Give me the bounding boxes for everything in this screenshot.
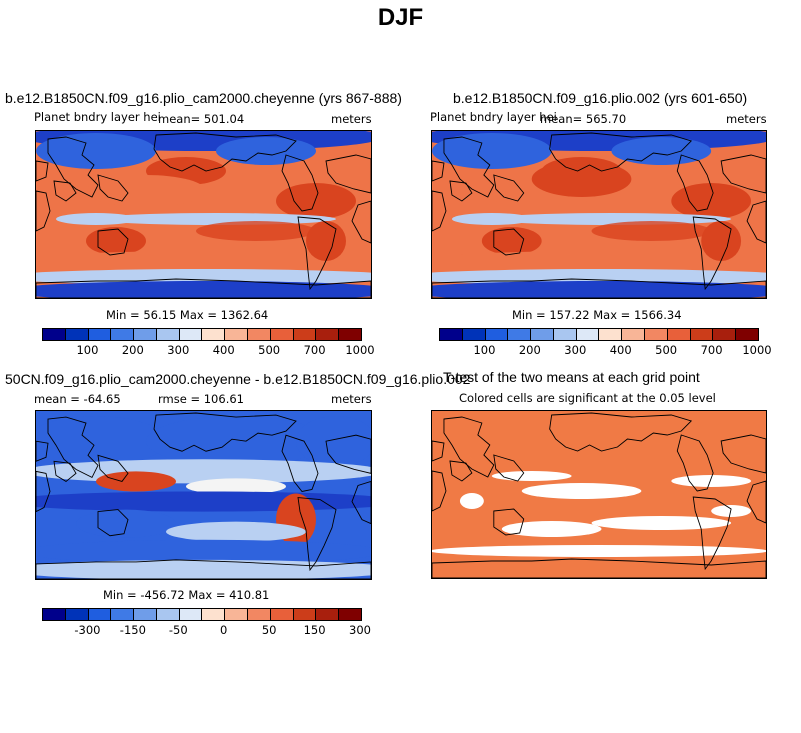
colorbar-swatch bbox=[156, 609, 180, 620]
colorbar-swatch bbox=[293, 609, 317, 620]
panel-2-units-label: meters bbox=[726, 112, 767, 126]
colorbar-swatch bbox=[43, 329, 66, 340]
colorbar-tick-label: 700 bbox=[303, 343, 326, 357]
colorbar-swatch bbox=[43, 609, 66, 620]
panel-1-title: b.e12.B1850CN.f09_g16.plio_cam2000.cheye… bbox=[5, 90, 402, 106]
colorbar-swatch bbox=[65, 609, 89, 620]
panel-2-minmax: Min = 157.22 Max = 1566.34 bbox=[512, 308, 682, 322]
colorbar-swatch bbox=[88, 609, 112, 620]
colorbar-tick-label: 700 bbox=[700, 343, 723, 357]
colorbar-swatch bbox=[202, 609, 226, 620]
panel-2-mean-label: mean= 565.70 bbox=[540, 112, 627, 126]
colorbar-swatch bbox=[248, 329, 271, 340]
colorbar-swatch bbox=[622, 329, 646, 340]
colorbar-tick-label: 50 bbox=[261, 623, 277, 637]
colorbar-tick-label: 0 bbox=[220, 623, 228, 637]
colorbar-swatch bbox=[667, 329, 691, 340]
colorbar-swatch bbox=[462, 329, 486, 340]
colorbar-tick-label: 200 bbox=[518, 343, 541, 357]
panel-3-mean-label: mean = -64.65 bbox=[34, 392, 121, 406]
panel-1-mean-label: mean= 501.04 bbox=[158, 112, 245, 126]
colorbar-swatch bbox=[599, 329, 623, 340]
colorbar-tick-label: 1000 bbox=[742, 343, 772, 357]
colorbar-swatch bbox=[270, 329, 294, 340]
colorbar-swatch bbox=[690, 329, 714, 340]
panel-1-units-label: meters bbox=[331, 112, 372, 126]
colorbar-swatch bbox=[485, 329, 509, 340]
colorbar-swatch bbox=[134, 329, 157, 340]
colorbar-tick-label: 100 bbox=[76, 343, 99, 357]
panel-4-map bbox=[431, 410, 767, 579]
colorbar-swatch bbox=[111, 329, 135, 340]
colorbar-swatch bbox=[225, 329, 249, 340]
panel-3-units-label: meters bbox=[331, 392, 372, 406]
colorbar-tick-label: 150 bbox=[303, 623, 326, 637]
colorbar-swatch bbox=[179, 329, 203, 340]
colorbar-swatch bbox=[508, 329, 532, 340]
colorbar-tick-label: 300 bbox=[349, 623, 371, 637]
colorbar-swatch bbox=[134, 609, 157, 620]
colorbar-swatch bbox=[531, 329, 554, 340]
colorbar-tick-label: 300 bbox=[564, 343, 587, 357]
colorbar-swatch bbox=[179, 609, 203, 620]
colorbar-swatch bbox=[225, 609, 249, 620]
colorbar-swatch bbox=[339, 609, 361, 620]
colorbar-tick-label: 400 bbox=[212, 343, 235, 357]
colorbar-tick-label: 200 bbox=[121, 343, 144, 357]
panel-1-colorbar bbox=[42, 328, 362, 341]
colorbar-tick-label: 500 bbox=[258, 343, 281, 357]
colorbar-swatch bbox=[316, 329, 340, 340]
panel-4-subtitle: Colored cells are significant at the 0.0… bbox=[459, 391, 716, 405]
colorbar-tick-label: 1000 bbox=[345, 343, 375, 357]
colorbar-tick-label: 400 bbox=[609, 343, 632, 357]
panel-3-map bbox=[35, 410, 372, 580]
colorbar-tick-label: -150 bbox=[119, 623, 146, 637]
colorbar-swatch bbox=[440, 329, 463, 340]
colorbar-swatch bbox=[111, 609, 135, 620]
colorbar-swatch bbox=[339, 329, 361, 340]
panel-2-title: b.e12.B1850CN.f09_g16.plio.002 (yrs 601-… bbox=[453, 90, 748, 106]
panel-1-minmax: Min = 56.15 Max = 1362.64 bbox=[106, 308, 269, 322]
panel-4-title: T-test of the two means at each grid poi… bbox=[443, 369, 700, 385]
panel-1-variable-label: Planet bndry layer hei bbox=[34, 110, 161, 124]
colorbar-swatch bbox=[576, 329, 600, 340]
panel-2-variable-label: Planet bndry layer hei bbox=[430, 110, 557, 124]
colorbar-swatch bbox=[65, 329, 89, 340]
colorbar-swatch bbox=[316, 609, 340, 620]
panel-2-map bbox=[431, 130, 767, 299]
colorbar-swatch bbox=[202, 329, 226, 340]
colorbar-swatch bbox=[713, 329, 737, 340]
panel-3-title: 50CN.f09_g16.plio_cam2000.cheyenne - b.e… bbox=[5, 371, 471, 387]
colorbar-swatch bbox=[553, 329, 577, 340]
colorbar-tick-label: 500 bbox=[655, 343, 678, 357]
colorbar-tick-label: 300 bbox=[167, 343, 190, 357]
panel-3-minmax: Min = -456.72 Max = 410.81 bbox=[103, 588, 270, 602]
panel-2-colorbar bbox=[439, 328, 759, 341]
colorbar-tick-label: -50 bbox=[168, 623, 188, 637]
panel-3-rmse-label: rmse = 106.61 bbox=[158, 392, 244, 406]
colorbar-swatch bbox=[270, 609, 294, 620]
colorbar-swatch bbox=[293, 329, 317, 340]
colorbar-swatch bbox=[736, 329, 758, 340]
panel-3-colorbar bbox=[42, 608, 362, 621]
colorbar-tick-label: 100 bbox=[473, 343, 496, 357]
colorbar-swatch bbox=[248, 609, 271, 620]
colorbar-swatch bbox=[645, 329, 668, 340]
main-title: DJF bbox=[377, 4, 424, 31]
colorbar-swatch bbox=[88, 329, 112, 340]
panel-1-map bbox=[35, 130, 372, 299]
colorbar-tick-label: -300 bbox=[74, 623, 101, 637]
colorbar-swatch bbox=[156, 329, 180, 340]
